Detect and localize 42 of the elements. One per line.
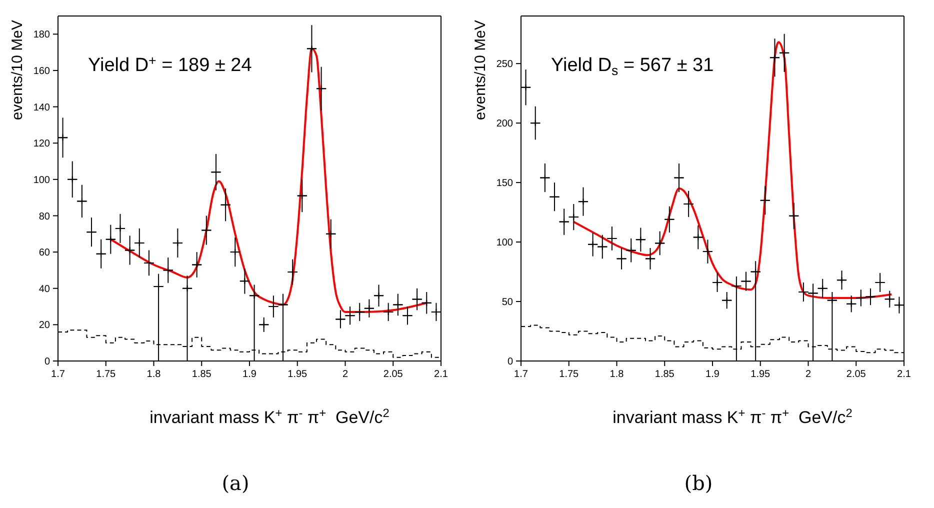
y-tick-label: 80 bbox=[38, 211, 50, 222]
x-tick-label: 1.8 bbox=[610, 369, 624, 380]
x-tick-label: 1.75 bbox=[96, 369, 116, 380]
annotation: Yield D$_{s}$ = 567 ± 31 bbox=[551, 55, 714, 78]
y-tick-label: 60 bbox=[38, 248, 50, 259]
x-tick-label: 2.05 bbox=[846, 369, 866, 380]
x-tick-label: 1.95 bbox=[750, 369, 771, 380]
y-axis-title: events/10 MeV bbox=[9, 20, 26, 120]
x-tick-label: 1.85 bbox=[192, 369, 212, 380]
x-axis-title: invariant mass K$^{+}$ π$^{-}$ π$^{+}$ GeV/c$^{2}$ bbox=[150, 406, 390, 427]
x-tick-label: 1.95 bbox=[288, 369, 308, 380]
y-tick-label: 200 bbox=[496, 118, 514, 130]
x-tick-label: 1.9 bbox=[242, 369, 257, 380]
x-tick-label: 2 bbox=[342, 369, 348, 380]
y-tick-label: 250 bbox=[496, 59, 514, 70]
y-tick-label: 0 bbox=[44, 356, 50, 368]
annotation: Yield D$^{+}$ = 189 ± 24 bbox=[88, 52, 252, 76]
y-tick-label: 20 bbox=[38, 320, 50, 332]
y-tick-label: 150 bbox=[496, 178, 514, 190]
x-tick-label: 1.7 bbox=[514, 369, 528, 380]
y-tick-label: 100 bbox=[496, 238, 514, 249]
y-tick-label: 0 bbox=[507, 356, 514, 368]
y-tick-label: 40 bbox=[38, 284, 50, 295]
y-tick-label: 100 bbox=[33, 174, 50, 186]
text: (b) bbox=[683, 471, 714, 495]
y-tick-label: 160 bbox=[33, 66, 50, 78]
x-axis-title: invariant mass K$^{+}$ π$^{-}$ π$^{+}$ GeV/c$^{2}$ bbox=[612, 406, 853, 427]
x-tick-label: 1.7 bbox=[51, 369, 66, 380]
text: (a) bbox=[220, 471, 250, 495]
y-tick-label: 120 bbox=[33, 138, 50, 150]
x-tick-label: 1.75 bbox=[559, 369, 580, 380]
x-tick-label: 1.9 bbox=[706, 369, 720, 380]
x-tick-label: 2.1 bbox=[897, 369, 912, 380]
y-tick-label: 180 bbox=[33, 30, 50, 41]
x-tick-label: 1.85 bbox=[654, 369, 675, 380]
y-tick-label: 140 bbox=[33, 102, 50, 114]
x-tick-label: 2.05 bbox=[383, 369, 404, 380]
x-tick-label: 2 bbox=[805, 369, 812, 380]
x-tick-label: 1.8 bbox=[146, 369, 162, 380]
x-tick-label: 2.1 bbox=[434, 369, 448, 380]
y-tick-label: 50 bbox=[502, 297, 514, 308]
y-axis-title: events/10 MeV bbox=[472, 20, 489, 120]
